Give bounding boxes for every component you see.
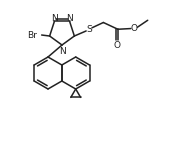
Text: N: N (59, 46, 65, 56)
Text: N: N (66, 15, 73, 24)
Text: S: S (86, 25, 92, 34)
Text: Br: Br (27, 30, 37, 39)
Text: N: N (51, 15, 58, 24)
Text: O: O (130, 24, 137, 33)
Text: O: O (113, 41, 120, 50)
